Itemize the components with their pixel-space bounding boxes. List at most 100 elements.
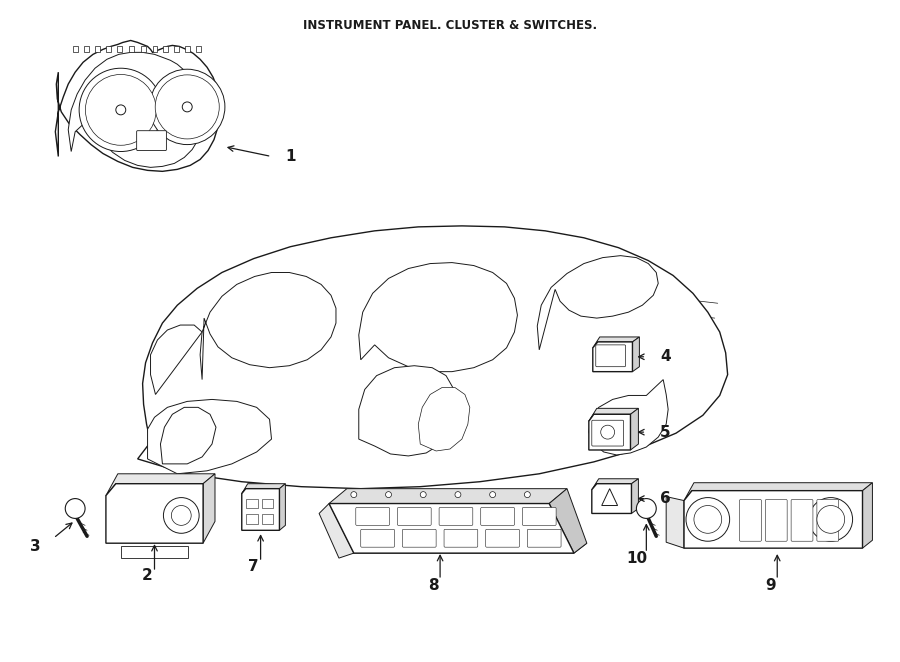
Polygon shape xyxy=(359,263,518,371)
Polygon shape xyxy=(106,474,215,496)
Circle shape xyxy=(149,70,225,144)
Polygon shape xyxy=(160,407,216,464)
Text: 9: 9 xyxy=(765,579,776,593)
Polygon shape xyxy=(633,337,639,371)
Circle shape xyxy=(164,498,199,534)
FancyBboxPatch shape xyxy=(73,46,78,52)
Polygon shape xyxy=(589,414,631,450)
Circle shape xyxy=(525,492,530,498)
FancyBboxPatch shape xyxy=(481,508,515,526)
Polygon shape xyxy=(200,273,336,379)
Polygon shape xyxy=(138,226,728,489)
FancyBboxPatch shape xyxy=(402,530,436,547)
FancyBboxPatch shape xyxy=(791,500,813,542)
Polygon shape xyxy=(593,337,639,348)
FancyBboxPatch shape xyxy=(592,420,624,446)
FancyBboxPatch shape xyxy=(444,530,478,547)
Polygon shape xyxy=(150,325,202,395)
Circle shape xyxy=(694,506,722,534)
Polygon shape xyxy=(684,483,872,500)
Polygon shape xyxy=(106,484,203,544)
Polygon shape xyxy=(279,484,285,530)
Circle shape xyxy=(155,75,220,139)
FancyBboxPatch shape xyxy=(121,546,188,558)
FancyBboxPatch shape xyxy=(175,46,179,52)
FancyBboxPatch shape xyxy=(246,514,257,524)
Polygon shape xyxy=(359,365,456,456)
Circle shape xyxy=(171,506,191,526)
FancyBboxPatch shape xyxy=(129,46,134,52)
FancyBboxPatch shape xyxy=(398,508,431,526)
Polygon shape xyxy=(593,342,633,371)
Text: INSTRUMENT PANEL. CLUSTER & SWITCHES.: INSTRUMENT PANEL. CLUSTER & SWITCHES. xyxy=(303,19,597,32)
FancyBboxPatch shape xyxy=(262,498,274,508)
FancyBboxPatch shape xyxy=(361,530,394,547)
Polygon shape xyxy=(242,489,279,530)
Polygon shape xyxy=(354,544,587,553)
Polygon shape xyxy=(418,387,470,451)
Polygon shape xyxy=(589,408,638,421)
Polygon shape xyxy=(55,40,220,171)
Text: 7: 7 xyxy=(248,559,259,573)
Polygon shape xyxy=(632,479,638,514)
Polygon shape xyxy=(537,256,658,350)
FancyBboxPatch shape xyxy=(486,530,519,547)
Polygon shape xyxy=(320,504,354,558)
Polygon shape xyxy=(203,474,215,544)
Polygon shape xyxy=(329,489,567,504)
FancyBboxPatch shape xyxy=(596,345,626,367)
Circle shape xyxy=(351,492,356,498)
Circle shape xyxy=(636,498,656,518)
FancyBboxPatch shape xyxy=(439,508,472,526)
FancyBboxPatch shape xyxy=(817,500,839,542)
Circle shape xyxy=(817,506,845,534)
Polygon shape xyxy=(592,484,632,514)
FancyBboxPatch shape xyxy=(137,130,166,150)
Polygon shape xyxy=(631,408,638,450)
Circle shape xyxy=(385,492,392,498)
Text: 4: 4 xyxy=(661,350,670,364)
FancyBboxPatch shape xyxy=(740,500,761,542)
Polygon shape xyxy=(242,484,285,494)
Polygon shape xyxy=(592,479,638,490)
FancyBboxPatch shape xyxy=(152,46,158,52)
Text: 8: 8 xyxy=(428,579,438,593)
Text: 3: 3 xyxy=(31,539,40,553)
FancyBboxPatch shape xyxy=(527,530,561,547)
Text: 1: 1 xyxy=(285,149,296,164)
Polygon shape xyxy=(666,496,684,548)
Circle shape xyxy=(455,492,461,498)
Polygon shape xyxy=(602,489,617,506)
Circle shape xyxy=(686,498,730,542)
FancyBboxPatch shape xyxy=(95,46,100,52)
FancyBboxPatch shape xyxy=(164,46,168,52)
Text: 5: 5 xyxy=(661,424,670,440)
Circle shape xyxy=(66,498,86,518)
Polygon shape xyxy=(148,399,272,474)
Text: 2: 2 xyxy=(142,569,153,583)
FancyBboxPatch shape xyxy=(765,500,788,542)
Circle shape xyxy=(809,498,852,542)
Polygon shape xyxy=(329,504,574,553)
FancyBboxPatch shape xyxy=(356,508,390,526)
FancyBboxPatch shape xyxy=(185,46,190,52)
Circle shape xyxy=(183,102,193,112)
Circle shape xyxy=(79,68,162,152)
Circle shape xyxy=(600,425,615,439)
Text: 6: 6 xyxy=(661,491,671,506)
FancyBboxPatch shape xyxy=(117,46,122,52)
Polygon shape xyxy=(589,379,668,455)
FancyBboxPatch shape xyxy=(84,46,89,52)
FancyBboxPatch shape xyxy=(196,46,201,52)
FancyBboxPatch shape xyxy=(522,508,556,526)
Polygon shape xyxy=(862,483,872,548)
Polygon shape xyxy=(68,52,204,167)
FancyBboxPatch shape xyxy=(246,498,257,508)
FancyBboxPatch shape xyxy=(262,514,274,524)
Polygon shape xyxy=(684,491,862,548)
Circle shape xyxy=(490,492,496,498)
FancyBboxPatch shape xyxy=(106,46,111,52)
Circle shape xyxy=(420,492,427,498)
Text: 10: 10 xyxy=(626,551,647,565)
Circle shape xyxy=(116,105,126,115)
